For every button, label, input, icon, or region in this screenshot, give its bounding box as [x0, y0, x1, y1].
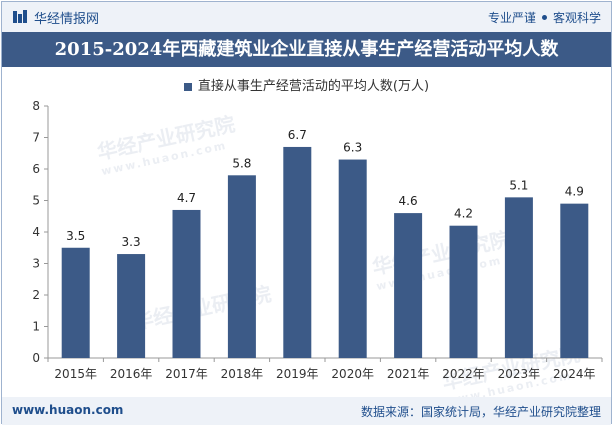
- tagline: 专业严谨 客观科学: [488, 9, 601, 26]
- bar[interactable]: [560, 203, 589, 358]
- brand-name: 华经情报网: [34, 11, 100, 27]
- x-tick-label: 2017年: [165, 367, 208, 381]
- x-tick-label: 2018年: [221, 367, 264, 381]
- footer-bar: www.huaon.com 数据来源：国家统计局，华经产业研究院整理: [2, 397, 611, 425]
- tagline-left: 专业严谨: [487, 11, 536, 25]
- y-tick-label: 3: [32, 257, 40, 271]
- x-tick-label: 2016年: [110, 367, 153, 381]
- bar[interactable]: [117, 254, 146, 358]
- bar-value-label: 5.8: [232, 156, 251, 170]
- x-tick-label: 2022年: [442, 367, 485, 381]
- y-tick-label: 0: [32, 351, 40, 365]
- y-tick-label: 4: [32, 225, 40, 239]
- x-tick-label: 2021年: [387, 367, 430, 381]
- bar-value-label: 4.9: [565, 185, 584, 199]
- x-tick-label: 2019年: [276, 367, 319, 381]
- separator-dot-icon: [541, 15, 547, 20]
- brand[interactable]: 华经情报网: [12, 8, 100, 27]
- bar[interactable]: [449, 225, 478, 358]
- y-tick-label: 7: [32, 131, 40, 145]
- bar-value-label: 3.5: [66, 229, 85, 243]
- y-tick-label: 2: [32, 288, 40, 302]
- bar[interactable]: [172, 209, 201, 358]
- bar[interactable]: [61, 247, 90, 358]
- y-tick-label: 1: [32, 320, 40, 334]
- legend-swatch: [183, 82, 192, 91]
- x-tick-label: 2023年: [498, 367, 541, 381]
- x-tick-label: 2024年: [553, 367, 596, 381]
- bar-value-label: 4.2: [454, 207, 473, 221]
- bar-value-label: 3.3: [122, 235, 141, 249]
- bar[interactable]: [227, 175, 256, 358]
- header-bar: 华经情报网 专业严谨 客观科学: [2, 2, 611, 32]
- x-tick-label: 2015年: [54, 367, 97, 381]
- bar-chart: 0 1 2 3 4 5 6 7 8 3.5 2015年 3.3 2016年 4.7 2017年 5.8 2018…: [32, 99, 603, 381]
- title-bar: 2015-2024年西藏建筑业企业直接从事生产经营活动平均人数: [2, 32, 611, 67]
- legend: 直接从事生产经营活动的平均人数(万人): [2, 75, 611, 94]
- y-tick-label: 5: [32, 194, 40, 208]
- footer-website[interactable]: www.huaon.com: [12, 403, 124, 417]
- legend-label: 直接从事生产经营活动的平均人数(万人): [197, 79, 430, 94]
- bar[interactable]: [338, 159, 367, 358]
- chart-title: 2015-2024年西藏建筑业企业直接从事生产经营活动平均人数: [54, 39, 559, 60]
- y-tick-label: 8: [32, 99, 40, 113]
- x-tick-label: 2020年: [331, 367, 374, 381]
- logo-icon: [13, 10, 27, 23]
- y-tick-label: 6: [32, 162, 40, 176]
- footer-source: 数据来源：国家统计局，华经产业研究院整理: [360, 405, 601, 419]
- bar[interactable]: [504, 197, 533, 358]
- bar[interactable]: [283, 146, 312, 358]
- bar[interactable]: [394, 213, 423, 358]
- bar-value-label: 5.1: [509, 178, 528, 192]
- bar-value-label: 6.7: [288, 128, 307, 142]
- bar-value-label: 4.7: [177, 191, 196, 205]
- bar-value-label: 6.3: [343, 141, 362, 155]
- tagline-right: 客观科学: [552, 11, 601, 25]
- bar-value-label: 4.6: [399, 194, 418, 208]
